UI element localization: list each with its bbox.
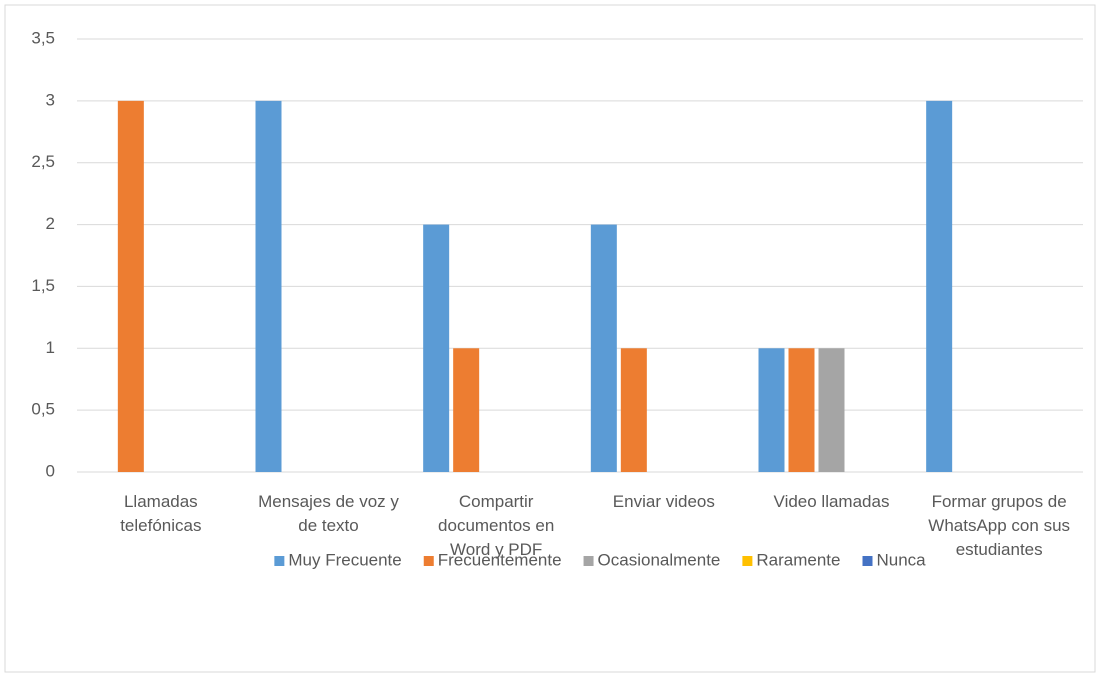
bar <box>255 100 282 472</box>
bar <box>117 100 144 472</box>
x-tick-label: Video llamadas <box>774 492 890 511</box>
y-tick-label: 1,5 <box>31 276 55 295</box>
legend-swatch <box>583 556 594 566</box>
bar <box>758 348 785 472</box>
x-tick-line: Llamadas <box>124 492 198 511</box>
x-tick-label: Formar grupos de WhatsApp con sus estudian… <box>928 492 1070 559</box>
bar <box>453 348 480 472</box>
bar <box>818 348 845 472</box>
legend-swatch <box>274 556 285 566</box>
bar <box>620 348 647 472</box>
legend-swatch <box>423 556 434 566</box>
bar <box>590 224 617 472</box>
y-tick-label: 0 <box>46 461 55 480</box>
legend-label: Muy Frecuente <box>288 550 401 569</box>
x-tick-label: Mensajes de voz y de texto <box>258 492 399 535</box>
x-tick-line: documentos en <box>438 516 554 535</box>
x-tick-line: telefónicas <box>120 516 201 535</box>
bar <box>788 348 815 472</box>
legend-label: Nunca <box>877 550 927 569</box>
legend-swatch <box>862 556 873 566</box>
legend-swatch <box>742 556 753 566</box>
x-tick-line: Video llamadas <box>774 492 890 511</box>
y-tick-label: 3,5 <box>31 28 55 47</box>
x-tick-label: Enviar videos <box>613 492 715 511</box>
legend-label: Frecuentemente <box>438 550 562 569</box>
x-tick-line: Compartir <box>459 492 534 511</box>
legend-label: Raramente <box>756 550 840 569</box>
x-tick-label: Llamadas telefónicas <box>120 492 201 535</box>
y-tick-label: 2 <box>46 214 55 233</box>
x-tick-line: Enviar videos <box>613 492 715 511</box>
x-tick-line: Formar grupos de <box>932 492 1067 511</box>
y-tick-label: 3 <box>46 90 55 109</box>
bar <box>926 100 953 472</box>
x-tick-line: Word y PDF <box>450 540 542 559</box>
chart-frame <box>4 4 1096 673</box>
legend-label: Ocasionalmente <box>598 550 721 569</box>
y-tick-label: 2,5 <box>31 152 55 171</box>
x-tick-line: estudiantes <box>956 540 1043 559</box>
bar <box>423 224 450 472</box>
x-tick-line: WhatsApp con sus <box>928 516 1070 535</box>
x-tick-line: de texto <box>298 516 359 535</box>
y-tick-label: 1 <box>46 338 55 357</box>
x-tick-label: Compartir documentos en Word y PDF <box>438 492 554 559</box>
y-tick-label: 0,5 <box>31 400 55 419</box>
x-tick-line: Mensajes de voz y <box>258 492 399 511</box>
